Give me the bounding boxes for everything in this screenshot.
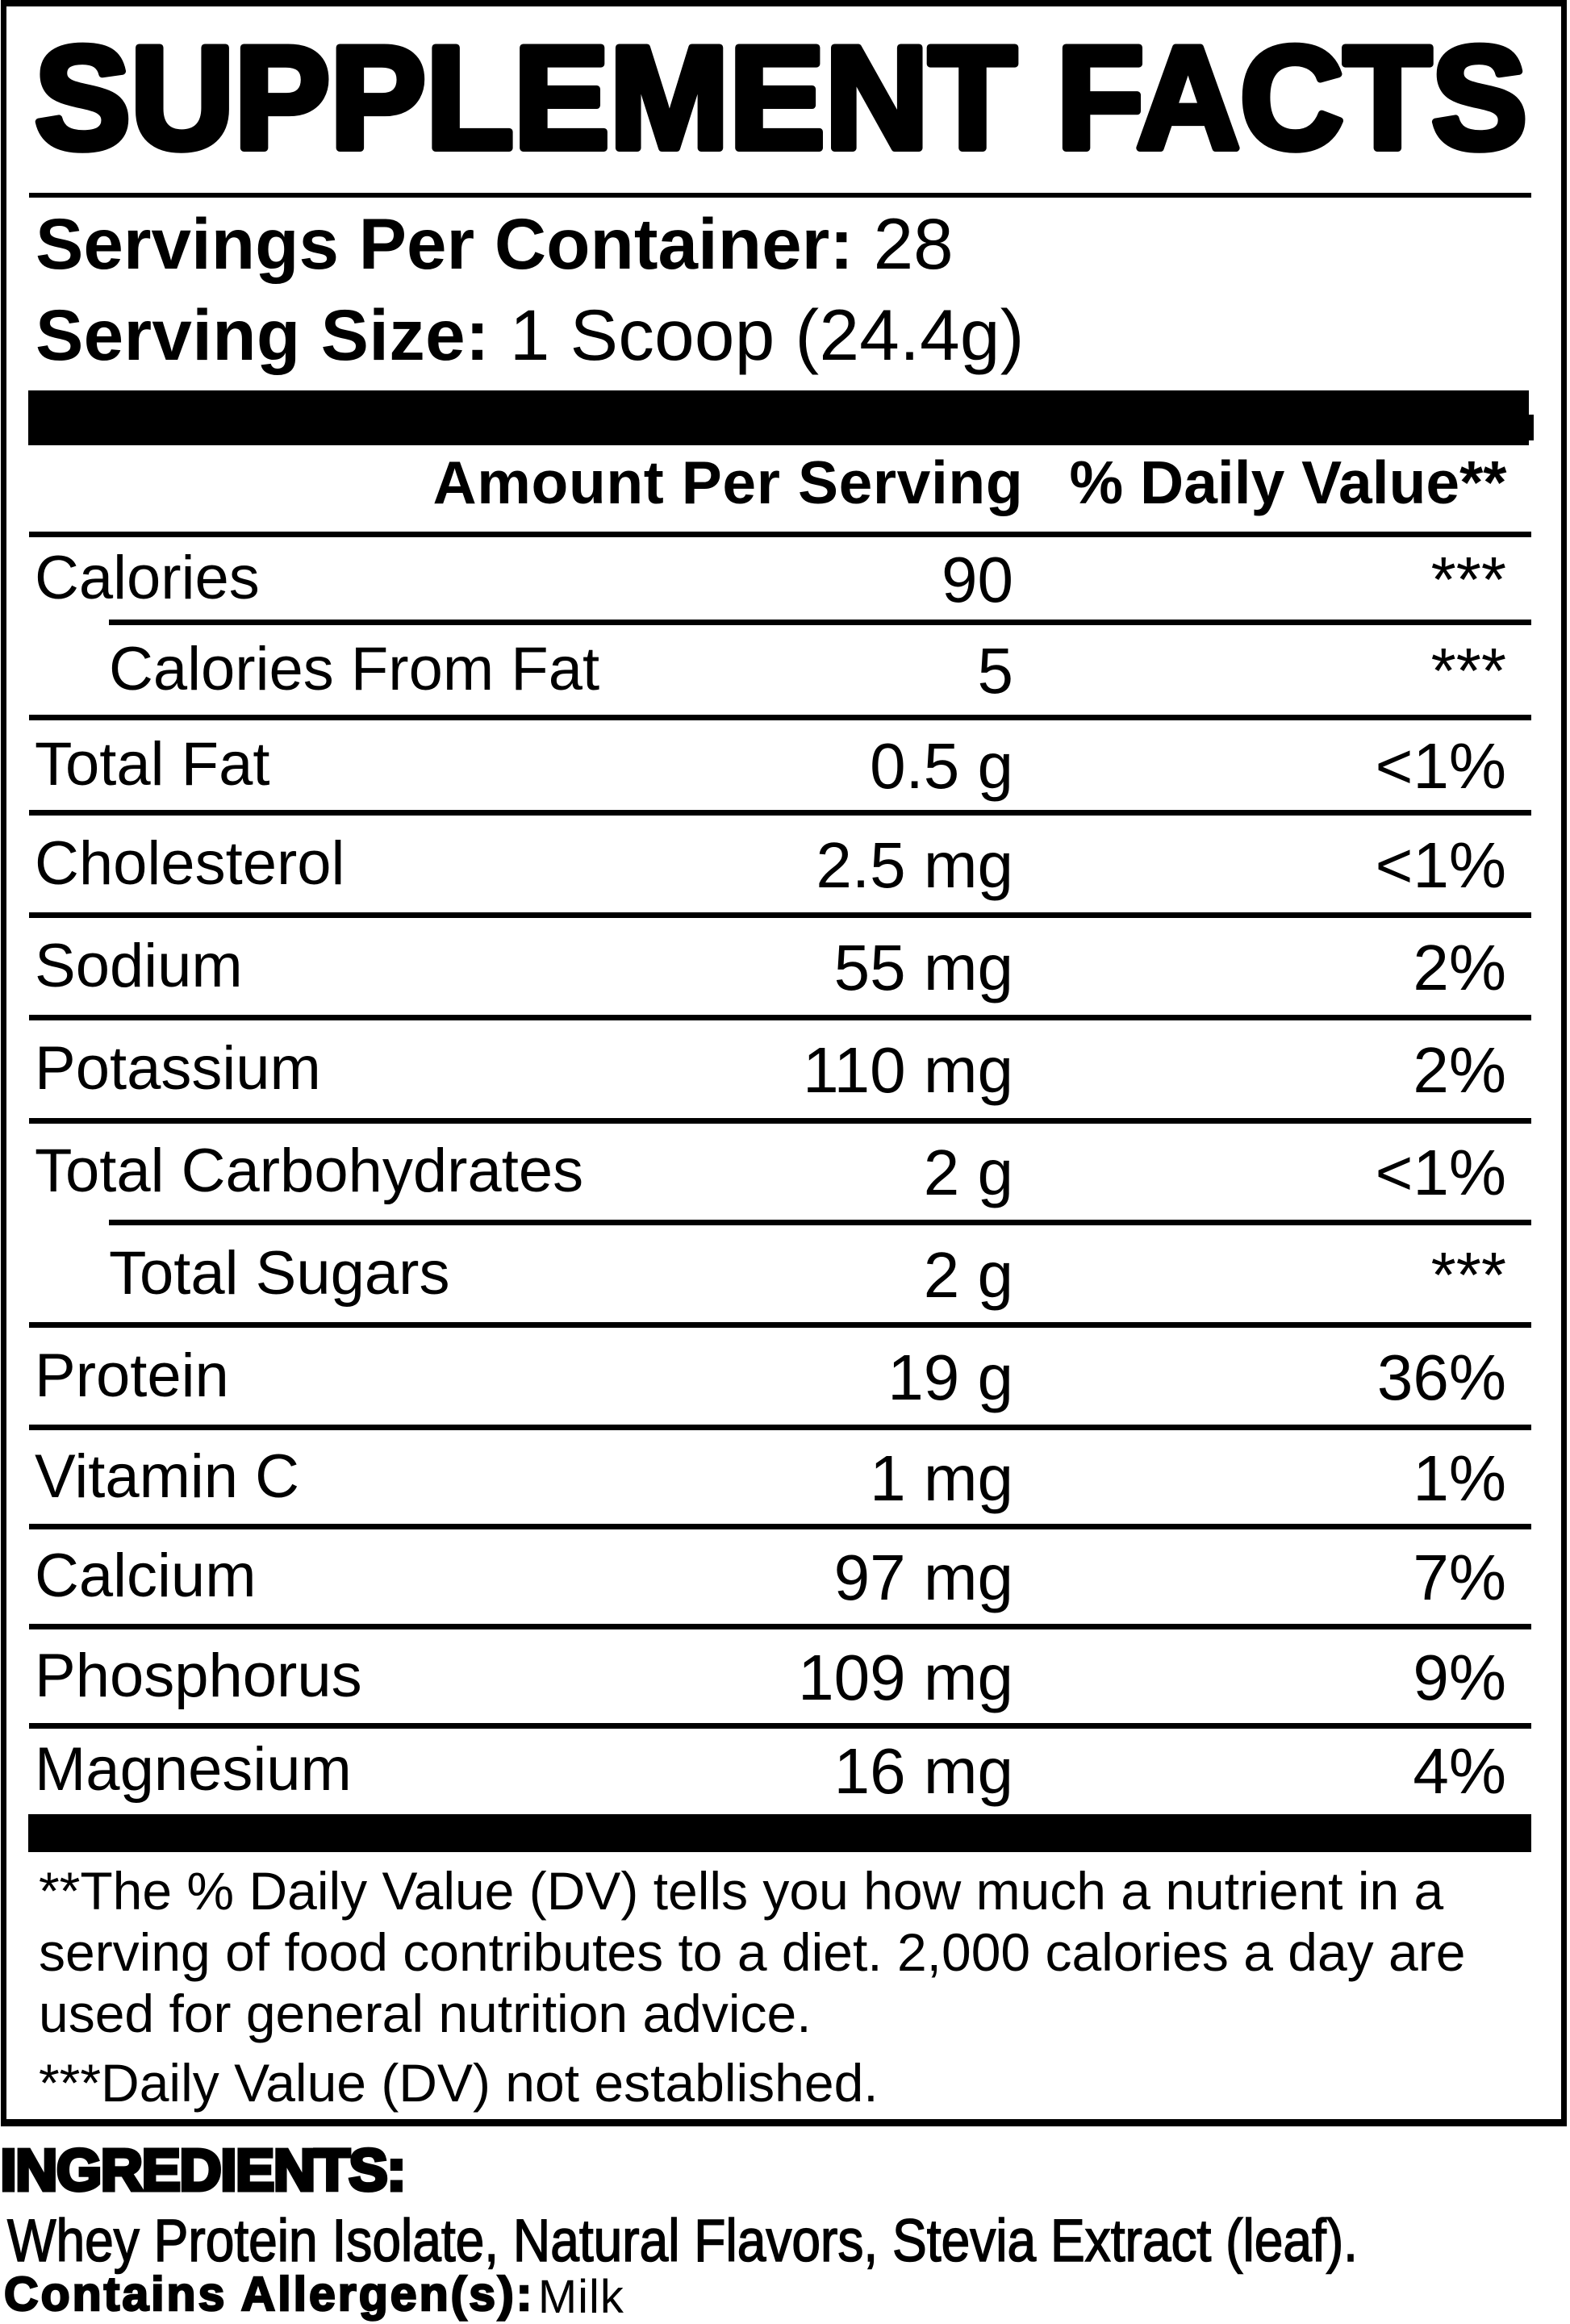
- svg-text:Whey Protein Isolate, Natural: Whey Protein Isolate, Natural Flavors, S…: [7, 2207, 1358, 2274]
- svg-text:SUPPLEMENT FACTS: SUPPLEMENT FACTS: [35, 17, 1527, 180]
